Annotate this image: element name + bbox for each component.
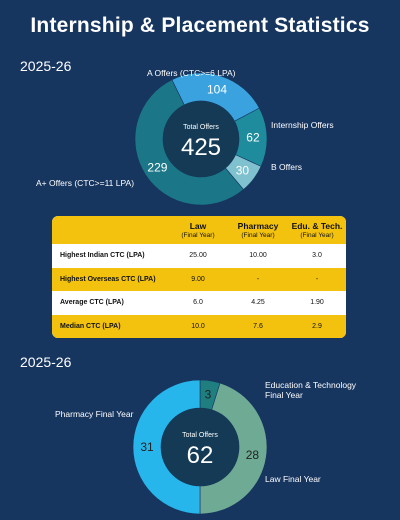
- table-header-edu-tech: Edu. & Tech. (Final Year): [288, 216, 346, 244]
- table-cell: 9.00: [191, 275, 205, 283]
- table-cell: -: [256, 275, 260, 283]
- center-total-value: 425: [181, 134, 221, 161]
- slice-label-a-plus-offers: A+ Offers (CTC>=11 LPA): [36, 178, 135, 188]
- table-cell: 25.00: [189, 252, 207, 260]
- table-row: Average CTC (LPA) 6.0 4.25 1.90: [52, 291, 346, 315]
- year-label-final-year: 2025-26: [20, 354, 72, 370]
- column-title: Pharmacy: [237, 221, 279, 231]
- slice-label-law: Law Final Year: [265, 474, 321, 484]
- slice-label-education-technology: Education & Technology Final Year: [265, 380, 357, 400]
- table-cell: 2.9: [312, 322, 322, 330]
- total-offers-donut: 62 30 229 104 Total Offers 425: [134, 72, 268, 206]
- row-label: Highest Indian CTC (LPA): [60, 252, 145, 260]
- table-row: Median CTC (LPA) 10.0 7.6 2.9: [52, 314, 346, 338]
- donut-center: [163, 101, 239, 177]
- page-title: Internship & Placement Statistics: [30, 14, 370, 37]
- slice-value-label: 31: [140, 440, 154, 454]
- slice-label-a-offers: A Offers (CTC>=6 LPA): [147, 68, 236, 78]
- slice-value-label: 229: [147, 160, 167, 174]
- final-year-offers-donut: 3 28 31 Total Offers 62: [132, 379, 268, 515]
- table-cell: 7.6: [253, 322, 263, 330]
- column-subtitle: (Final Year): [181, 232, 215, 239]
- table-cell: 3.0: [312, 252, 322, 260]
- slice-value-label: 30: [236, 163, 250, 177]
- slice-label-b-offers: B Offers: [271, 162, 303, 172]
- column-subtitle: (Final Year): [241, 232, 275, 239]
- column-title: Law: [189, 221, 207, 231]
- table-cell: 1.90: [310, 299, 324, 307]
- row-label: Average CTC (LPA): [60, 299, 124, 307]
- center-label: Total Offers: [182, 432, 218, 439]
- table-header-pharmacy: Pharmacy (Final Year): [228, 216, 288, 244]
- center-label: Total Offers: [183, 124, 219, 131]
- table-cell: 4.25: [251, 299, 265, 307]
- slice-value-label: 62: [246, 130, 260, 144]
- table-header-row: Law (Final Year) Pharmacy (Final Year) E…: [52, 216, 346, 244]
- slice-value-label: 104: [207, 83, 227, 97]
- table-header-law: Law (Final Year): [168, 216, 228, 244]
- column-subtitle: (Final Year): [300, 232, 334, 239]
- table-cell: -: [315, 275, 319, 283]
- year-label-overall: 2025-26: [20, 58, 72, 74]
- slice-label-pharmacy: Pharmacy Final Year: [55, 409, 134, 419]
- center-total-value: 62: [187, 442, 214, 469]
- slice-value-label: 3: [205, 388, 212, 402]
- table-cell: 10.00: [249, 252, 267, 260]
- table-cell: 6.0: [193, 299, 203, 307]
- column-title: Edu. & Tech.: [291, 221, 343, 231]
- table-header-empty: [52, 216, 168, 244]
- table-row: Highest Overseas CTC (LPA) 9.00 - -: [52, 267, 346, 291]
- table-cell: 10.0: [191, 322, 205, 330]
- row-label: Median CTC (LPA): [60, 322, 121, 330]
- donut-center: [161, 408, 239, 486]
- ctc-statistics-table: Law (Final Year) Pharmacy (Final Year) E…: [52, 216, 346, 338]
- row-label: Highest Overseas CTC (LPA): [60, 275, 156, 283]
- table-row: Highest Indian CTC (LPA) 25.00 10.00 3.0: [52, 244, 346, 268]
- slice-label-internship-offers: Internship Offers: [271, 120, 334, 130]
- slice-value-label: 28: [246, 448, 260, 462]
